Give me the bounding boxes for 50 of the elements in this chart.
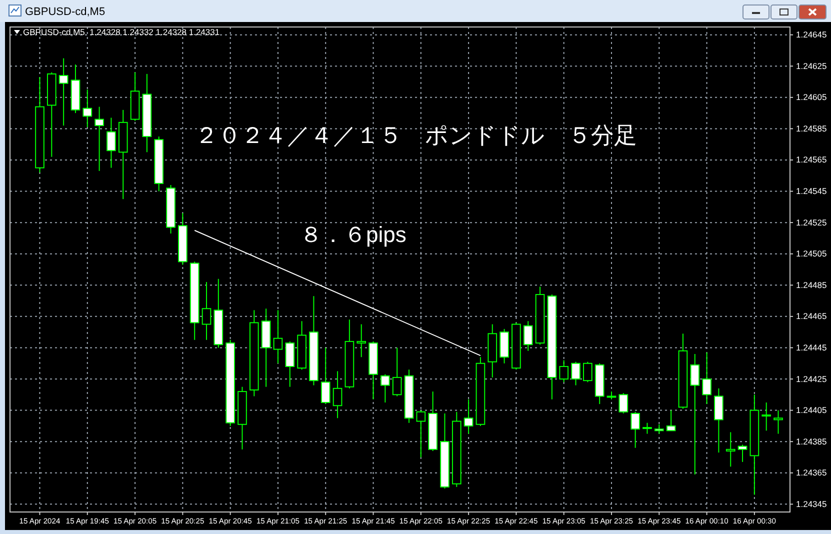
y-tick-label: 1.24465 bbox=[796, 311, 827, 322]
y-tick-label: 1.24545 bbox=[796, 186, 827, 196]
candlestick bbox=[380, 374, 390, 403]
candlestick bbox=[202, 282, 212, 340]
y-tick-label: 1.24605 bbox=[796, 92, 827, 102]
candlestick bbox=[523, 320, 533, 352]
candlestick bbox=[630, 411, 640, 448]
y-tick-label: 1.24365 bbox=[796, 468, 827, 478]
candlestick bbox=[559, 360, 569, 383]
y-tick-label: 1.24485 bbox=[796, 280, 827, 290]
candlestick bbox=[392, 347, 402, 397]
candlestick bbox=[356, 324, 366, 358]
y-tick-label: 1.24525 bbox=[796, 217, 827, 228]
candlestick bbox=[762, 402, 772, 432]
candlestick bbox=[106, 117, 116, 168]
candlestick bbox=[714, 388, 724, 454]
candlestick bbox=[332, 370, 342, 419]
candlestick bbox=[642, 422, 652, 434]
candlestick bbox=[654, 424, 664, 434]
y-tick-label: 1.24585 bbox=[796, 123, 827, 134]
candlestick bbox=[571, 361, 580, 386]
annotation: ２０２４／４／１５ ポンドドル ５分足 bbox=[195, 122, 637, 148]
candlestick bbox=[738, 444, 748, 462]
candlestick bbox=[58, 58, 68, 126]
y-tick-label: 1.24405 bbox=[796, 405, 827, 416]
candlestick bbox=[320, 347, 330, 405]
candlestick bbox=[702, 352, 712, 405]
candlestick bbox=[726, 432, 736, 468]
candlestick bbox=[416, 410, 426, 458]
candlestick bbox=[583, 361, 592, 383]
candlestick bbox=[82, 89, 92, 128]
candlestick bbox=[273, 310, 283, 364]
candlestick bbox=[285, 340, 295, 388]
y-tick-label: 1.24445 bbox=[796, 342, 827, 352]
candlestick bbox=[690, 353, 700, 475]
candlestick bbox=[666, 410, 676, 432]
y-tick-label: 1.24345 bbox=[796, 498, 827, 509]
candlestick bbox=[464, 398, 474, 434]
candlestick bbox=[618, 392, 628, 414]
chart-title: GBPUSD-cd,M5 bbox=[25, 6, 106, 18]
y-tick-label: 1.24625 bbox=[796, 60, 827, 71]
chart-subtitle: GBPUSD-cd,M5 1.24328 1.24332 1.24328 1.24331 bbox=[23, 27, 220, 37]
y-tick-label: 1.24505 bbox=[796, 248, 827, 259]
candlestick bbox=[774, 410, 783, 434]
annotation: ８．６pips bbox=[300, 222, 406, 247]
y-tick-label: 1.24565 bbox=[796, 154, 827, 165]
y-tick-label: 1.24385 bbox=[796, 436, 827, 446]
y-tick-label: 1.24425 bbox=[796, 374, 827, 384]
y-tick-label: 1.24645 bbox=[796, 30, 827, 40]
candlestick bbox=[94, 106, 104, 172]
